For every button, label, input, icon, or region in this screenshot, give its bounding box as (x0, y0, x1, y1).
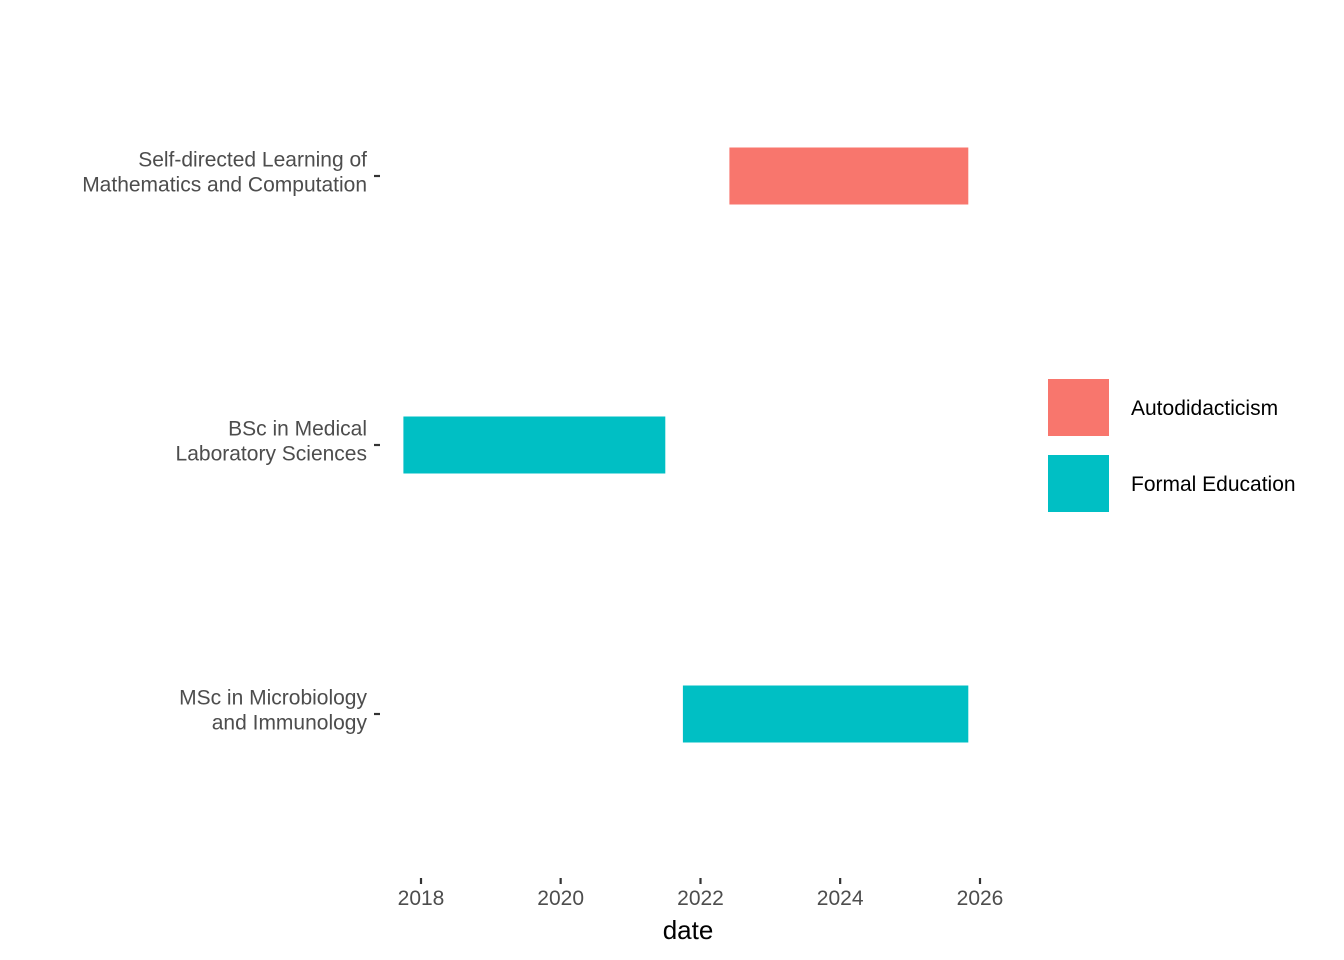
x-axis: 2018 2020 2022 2024 2026 (398, 878, 1004, 910)
y-tick-label: Self-directed Learning of Mathematics and… (82, 149, 367, 197)
y-tick-label: MSc in Microbiology and Immunology (179, 687, 367, 735)
legend-key (1048, 455, 1109, 512)
y-tick-label: BSc in Medical Laboratory Sciences (176, 418, 367, 466)
legend-label: Autodidacticism (1131, 397, 1278, 420)
timeline-bar (403, 416, 666, 474)
y-axis: Self-directed Learning of Mathematics and… (82, 149, 380, 735)
x-tick-label: 2026 (957, 887, 1004, 910)
x-axis-title: date (663, 915, 714, 945)
legend-key (1048, 379, 1109, 436)
x-tick-label: 2018 (398, 887, 445, 910)
x-tick-label: 2022 (677, 887, 724, 910)
legend: Autodidacticism Formal Education (1048, 379, 1296, 512)
bars-layer (403, 147, 969, 743)
timeline-bar (682, 685, 969, 743)
x-tick-label: 2024 (817, 887, 864, 910)
timeline-bar (729, 147, 969, 205)
x-tick-label: 2020 (537, 887, 584, 910)
legend-label: Formal Education (1131, 473, 1296, 496)
